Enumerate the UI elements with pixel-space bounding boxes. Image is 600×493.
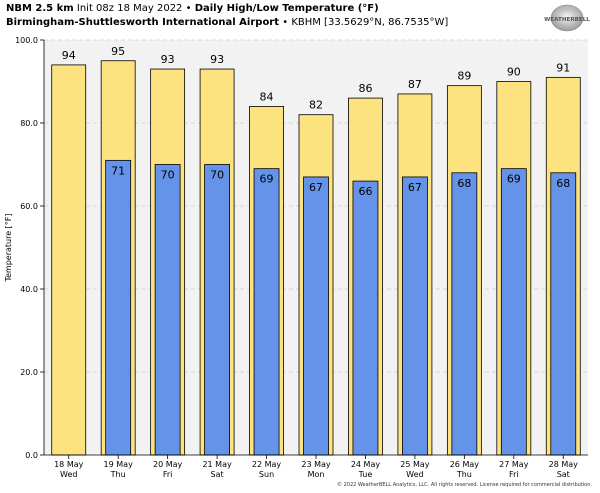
x-tick-day: Thu: [110, 470, 126, 479]
high-temp-label: 93: [210, 53, 224, 66]
low-temp-label: 70: [161, 169, 175, 182]
low-temp-label: 66: [358, 185, 372, 198]
location-name: Birmingham-Shuttlesworth International A…: [6, 17, 280, 28]
high-temp-label: 84: [260, 90, 274, 103]
init-time: Init 08z 18 May 2022: [76, 3, 183, 14]
x-tick-day: Thu: [456, 470, 472, 479]
y-tick-label: 100.0: [15, 36, 38, 45]
low-temp-label: 70: [210, 169, 224, 182]
x-tick-date: 20 May: [153, 460, 183, 469]
x-tick-date: 21 May: [202, 460, 232, 469]
high-temp-label: 95: [111, 45, 125, 58]
low-temp-bar: [402, 176, 428, 456]
high-temp-label: 89: [457, 70, 471, 83]
weatherbell-logo: WEATHERBELL: [544, 4, 590, 32]
x-tick-day: Tue: [358, 470, 373, 479]
title-bullet: •: [185, 3, 192, 14]
high-temp-label: 87: [408, 78, 422, 91]
x-tick-date: 25 May: [400, 460, 430, 469]
chart-title: Daily High/Low Temperature (°F): [194, 3, 379, 14]
station-info: KBHM [33.5629°N, 86.7535°W]: [291, 17, 449, 28]
low-temp-label: 68: [457, 177, 471, 190]
x-tick-day: Fri: [509, 470, 519, 479]
low-temp-bar: [204, 164, 230, 456]
low-temp-bar: [352, 180, 379, 456]
x-tick-date: 27 May: [499, 460, 529, 469]
x-tick-day: Wed: [406, 470, 423, 479]
x-tick-day: Mon: [308, 470, 325, 479]
high-temp-label: 82: [309, 99, 323, 112]
high-temp-label: 94: [62, 49, 76, 62]
x-tick-day: Fri: [163, 470, 173, 479]
low-temp-label: 67: [408, 181, 422, 194]
y-tick-label: 40.0: [20, 285, 38, 294]
logo-text: WEATHERBELL: [544, 17, 590, 23]
y-tick-label: 20.0: [20, 368, 38, 377]
location-bullet: •: [282, 17, 289, 28]
high-temp-label: 91: [556, 61, 570, 74]
chart-title-line-1: NBM 2.5 km Init 08z 18 May 2022 • Daily …: [6, 3, 379, 14]
low-temp-bar: [105, 159, 132, 456]
x-tick-date: 24 May: [351, 460, 381, 469]
low-temp-bar: [154, 164, 181, 456]
y-tick-label: 80.0: [20, 119, 38, 128]
x-tick-date: 22 May: [252, 460, 282, 469]
x-tick-day: Wed: [60, 470, 77, 479]
low-temp-label: 67: [309, 181, 323, 194]
x-tick-date: 19 May: [104, 460, 134, 469]
x-tick-day: Sun: [259, 470, 274, 479]
low-temp-bar: [500, 168, 527, 456]
copyright-notice: © 2022 WeatherBELL Analytics, LLC. All r…: [337, 482, 592, 488]
low-temp-bar: [550, 172, 577, 456]
low-temp-bar: [451, 172, 478, 456]
y-axis-label: Temperature [°F]: [4, 213, 13, 282]
y-tick-label: 60.0: [20, 202, 38, 211]
high-temp-label: 93: [161, 53, 175, 66]
low-temp-label: 69: [507, 173, 521, 186]
low-temp-bar: [253, 168, 280, 456]
high-temp-label: 86: [358, 82, 372, 95]
x-tick-date: 26 May: [450, 460, 480, 469]
x-tick-day: Sat: [557, 470, 570, 479]
low-temp-label: 68: [556, 177, 570, 190]
bars: 94 95 71 93 70 93 70 84 69 82 67 86 66 87 67 89 68 90 69 91…: [51, 45, 581, 456]
low-temp-label: 69: [260, 173, 274, 186]
x-tick-date: 28 May: [549, 460, 579, 469]
high-temp-bar: [51, 64, 87, 456]
chart-title-line-2: Birmingham-Shuttlesworth International A…: [6, 17, 448, 28]
y-tick-label: 0.0: [25, 451, 38, 460]
x-tick-date: 23 May: [301, 460, 331, 469]
x-tick-date: 18 May: [54, 460, 84, 469]
x-tick-day: Sat: [211, 470, 224, 479]
model-name: NBM 2.5 km: [6, 3, 74, 14]
low-temp-bar: [303, 176, 329, 456]
high-temp-label: 90: [507, 66, 521, 79]
low-temp-label: 71: [111, 164, 125, 177]
